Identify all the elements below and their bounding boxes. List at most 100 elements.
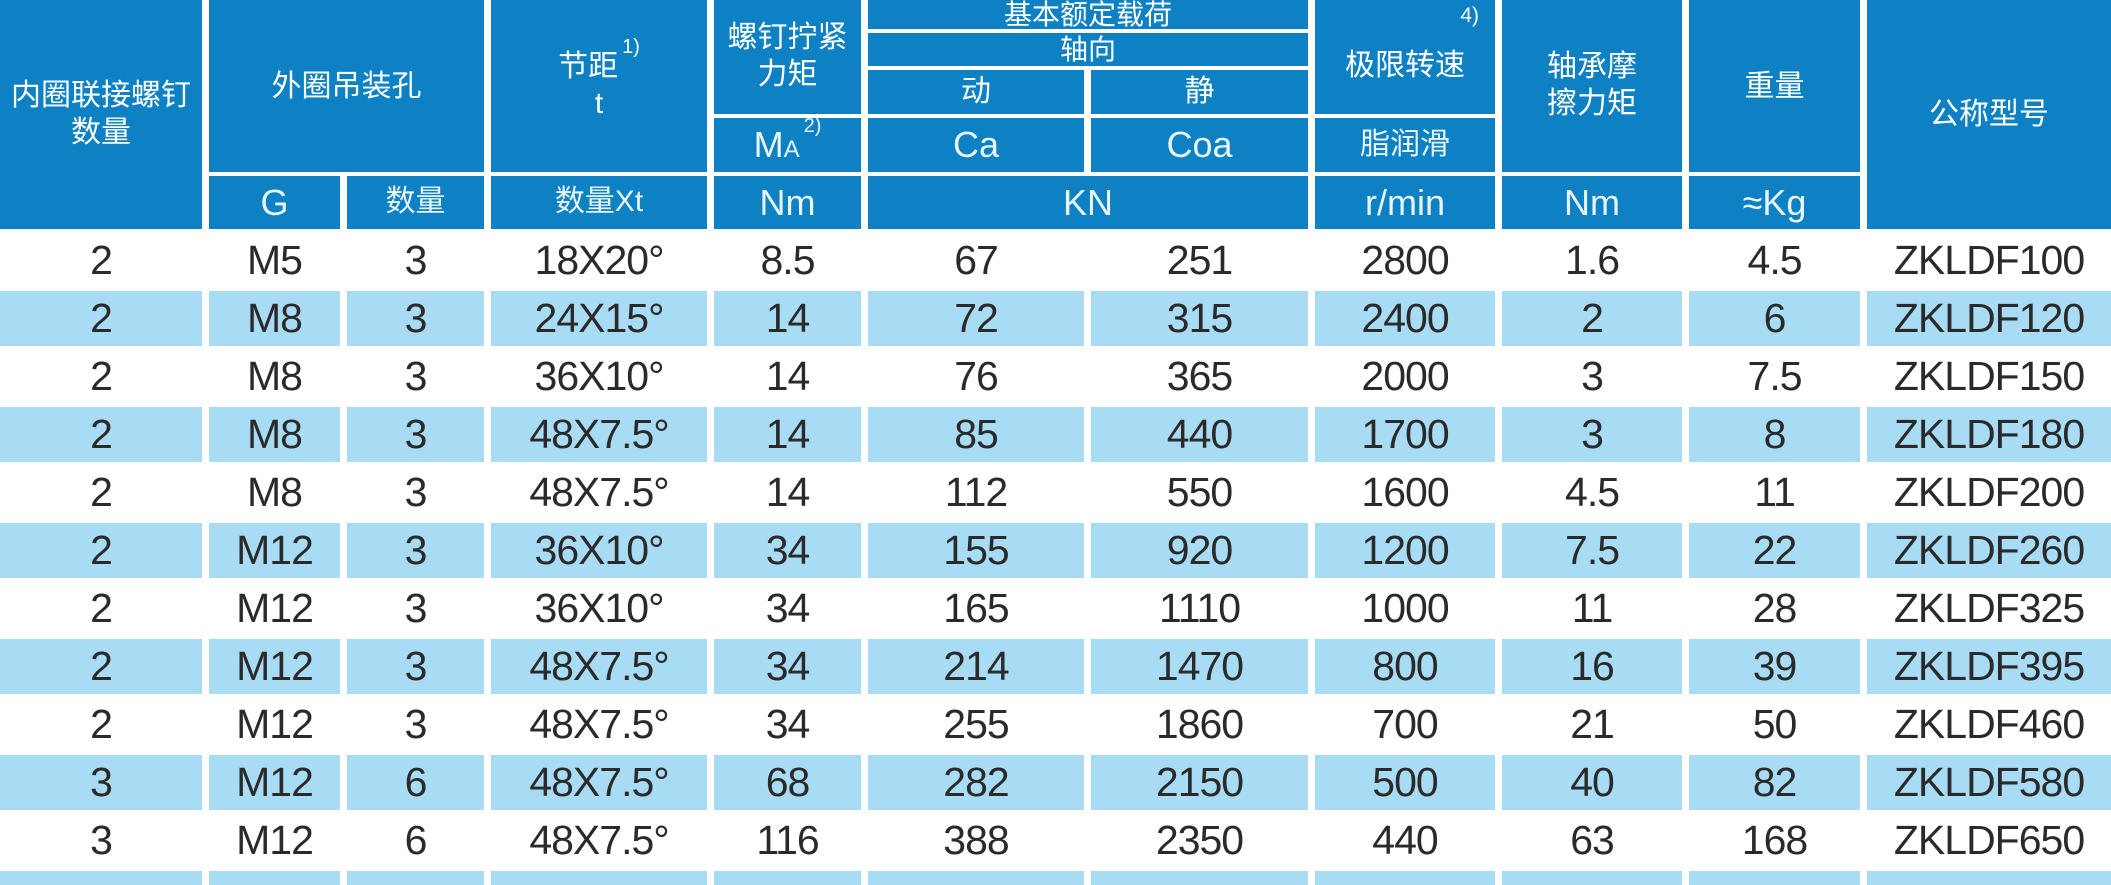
cell-pitch: 36X10° [491, 523, 714, 581]
cell-pitch: 48X7.5° [491, 697, 714, 755]
table-row: 2 M5 3 18X20° 8.5 67 251 2800 1.6 4.5 ZKLDF100 [0, 233, 2111, 291]
unit-torque-nm: Nm [714, 176, 868, 233]
cell-weight: 50 [1689, 697, 1868, 755]
cell-inner-ring-screw-qty: 2 [0, 233, 209, 291]
unit-friction-nm: Nm [1502, 176, 1690, 233]
header-nominal-model: 公称型号 [1867, 0, 2111, 233]
cell-weight: 8 [1689, 407, 1868, 465]
cell-weight: 11 [1689, 465, 1868, 523]
cell-model: ZKLDF120 [1867, 291, 2111, 349]
cell-pitch: 36X10° [491, 581, 714, 639]
cell-model: ZKLDF325 [1867, 581, 2111, 639]
cell-model: ZKLDF180 [1867, 407, 2111, 465]
cell-tightening-torque: 34 [714, 697, 868, 755]
cell-pitch: 48X7.5° [491, 813, 714, 871]
cell-static-load-coa: 2350 [1091, 813, 1316, 871]
cell-inner-ring-screw-qty: 2 [0, 407, 209, 465]
cell-clipped [1867, 871, 2111, 885]
table-row: 2 M8 3 36X10° 14 76 365 2000 3 7.5 ZKLDF150 [0, 349, 2111, 407]
table-row: 2 M12 3 36X10° 34 155 920 1200 7.5 22 ZKLDF260 [0, 523, 2111, 581]
cell-lifting-hole-qty: 6 [347, 755, 491, 813]
table-row: 3 M12 6 48X7.5° 116 388 2350 440 63 168 ZKLDF650 [0, 813, 2111, 871]
ma-symbol-sub-a: A [783, 136, 800, 164]
cell-dynamic-load-ca: 388 [868, 813, 1091, 871]
cell-limit-speed-grease: 1600 [1315, 465, 1503, 523]
cell-limit-speed-grease: 800 [1315, 639, 1503, 697]
header-coa-symbol: Coa [1091, 118, 1316, 176]
header-limiting-speed: 4) 极限转速 [1315, 0, 1503, 118]
header-pitch-label-line: 节距1) [491, 37, 707, 86]
cell-lifting-hole-thread: M8 [209, 465, 347, 523]
cell-lifting-hole-thread: M8 [209, 349, 347, 407]
cell-model: ZKLDF395 [1867, 639, 2111, 697]
cell-weight: 6 [1689, 291, 1868, 349]
header-pitch-symbol: t [594, 87, 604, 120]
header-inner-ring-screw-count-line2: 数量 [71, 115, 131, 149]
cell-friction-torque: 16 [1502, 639, 1690, 697]
header-dynamic: 动 [868, 70, 1091, 118]
unit-load-kn: KN [868, 176, 1316, 233]
cell-dynamic-load-ca: 72 [868, 291, 1091, 349]
cell-lifting-hole-qty: 6 [347, 813, 491, 871]
cell-model: ZKLDF100 [1867, 233, 2111, 291]
cell-inner-ring-screw-qty: 2 [0, 639, 209, 697]
header-screw-torque-line2: 力矩 [757, 58, 818, 91]
pitch-note-superscript: 1) [622, 36, 640, 59]
cell-friction-torque: 40 [1502, 755, 1690, 813]
cell-tightening-torque: 116 [714, 813, 868, 871]
header-inner-ring-screw-count: 内圈联接螺钉 数量 [0, 0, 209, 233]
cell-dynamic-load-ca: 112 [868, 465, 1091, 523]
cell-limit-speed-grease: 1000 [1315, 581, 1503, 639]
header-inner-ring-screw-count-line1: 内圈联接螺钉 [11, 78, 191, 112]
table-row: 2 M12 3 36X10° 34 165 1110 1000 11 28 ZKLDF325 [0, 581, 2111, 639]
cell-lifting-hole-thread: M12 [209, 523, 347, 581]
header-row-1: 内圈联接螺钉 数量 外圈吊装孔 节距1) t 螺钉拧紧 力矩 基本额定载荷 4)… [0, 0, 2111, 233]
cell-dynamic-load-ca: 255 [868, 697, 1091, 755]
cell-static-load-coa: 2150 [1091, 755, 1316, 813]
cell-limit-speed-grease: 2000 [1315, 349, 1503, 407]
cell-clipped [1091, 871, 1316, 885]
table-row: 2 M8 3 48X7.5° 14 85 440 1700 3 8 ZKLDF180 [0, 407, 2111, 465]
header-row-4: MA2) Ca Coa 脂润滑 [0, 115, 2111, 176]
table-row: 3 M12 6 48X7.5° 68 282 2150 500 40 82 ZKLDF580 [0, 755, 2111, 813]
header-static: 静 [1091, 70, 1316, 118]
cell-lifting-hole-thread: M12 [209, 813, 347, 871]
cell-weight: 4.5 [1689, 233, 1868, 291]
cell-static-load-coa: 315 [1091, 291, 1316, 349]
header-axial: 轴向 [868, 33, 1316, 70]
cell-inner-ring-screw-qty: 3 [0, 813, 209, 871]
cell-model: ZKLDF580 [1867, 755, 2111, 813]
cell-static-load-coa: 251 [1091, 233, 1316, 291]
cell-dynamic-load-ca: 67 [868, 233, 1091, 291]
cell-static-load-coa: 1470 [1091, 639, 1316, 697]
unit-speed-rpm: r/min [1315, 176, 1503, 233]
header-grease-lubrication: 脂润滑 [1315, 118, 1503, 176]
cell-model: ZKLDF260 [1867, 523, 2111, 581]
cell-lifting-hole-qty: 3 [347, 407, 491, 465]
table-row-partial [0, 871, 2111, 885]
cell-limit-speed-grease: 700 [1315, 697, 1503, 755]
cell-lifting-hole-qty: 3 [347, 291, 491, 349]
ma-note-superscript: 2) [803, 115, 822, 138]
unit-weight-kg: ≈Kg [1689, 176, 1868, 233]
cell-friction-torque: 4.5 [1502, 465, 1690, 523]
cell-friction-torque: 2 [1502, 291, 1690, 349]
table-row: 2 M12 3 48X7.5° 34 255 1860 700 21 50 ZKLDF460 [0, 697, 2111, 755]
cell-lifting-hole-thread: M5 [209, 233, 347, 291]
cell-tightening-torque: 14 [714, 349, 868, 407]
cell-friction-torque: 7.5 [1502, 523, 1690, 581]
cell-friction-torque: 3 [1502, 407, 1690, 465]
cell-tightening-torque: 14 [714, 291, 868, 349]
unit-hole-thread-g: G [209, 176, 347, 233]
header-friction-torque-line1: 轴承摩 [1547, 50, 1638, 84]
cell-tightening-torque: 8.5 [714, 233, 868, 291]
cell-pitch: 48X7.5° [491, 755, 714, 813]
cell-inner-ring-screw-qty: 2 [0, 697, 209, 755]
cell-model: ZKLDF200 [1867, 465, 2111, 523]
cell-lifting-hole-qty: 3 [347, 523, 491, 581]
cell-model: ZKLDF460 [1867, 697, 2111, 755]
cell-lifting-hole-qty: 3 [347, 233, 491, 291]
cell-lifting-hole-qty: 3 [347, 639, 491, 697]
cell-lifting-hole-thread: M12 [209, 639, 347, 697]
cell-friction-torque: 11 [1502, 581, 1690, 639]
